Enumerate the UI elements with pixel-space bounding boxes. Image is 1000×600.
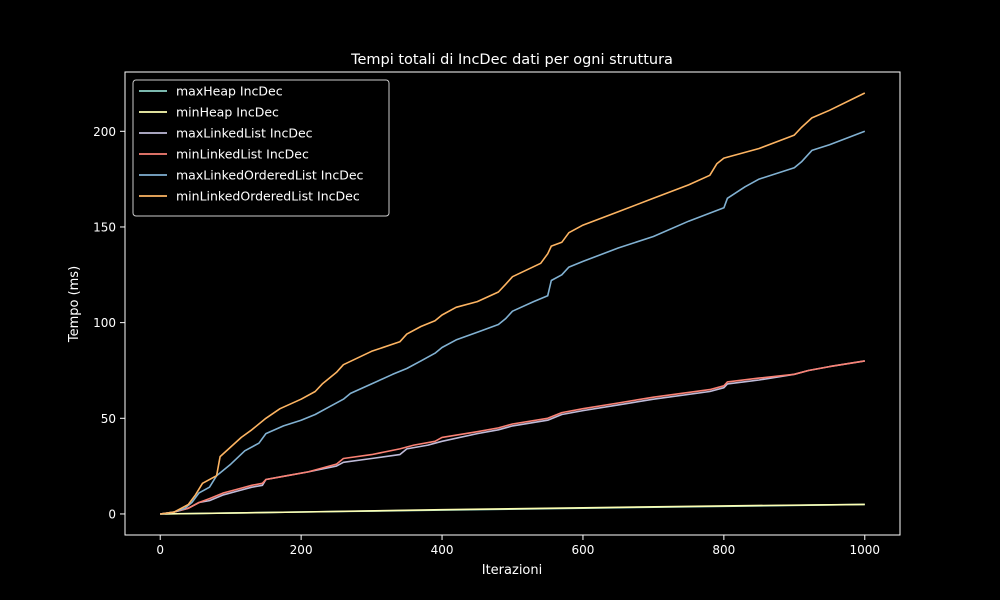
chart-title: Tempi totali di IncDec dati per ogni str…	[350, 52, 673, 68]
y-tick-label: 0	[108, 507, 116, 521]
series-line-4	[160, 130, 866, 515]
legend-entry-3: minLinkedList IncDec	[176, 147, 309, 162]
x-axis: 0 200 400 600 800 1000	[156, 535, 880, 557]
y-tick-label: 200	[93, 125, 116, 139]
series-line-5	[160, 92, 866, 515]
x-tick-label: 0	[156, 543, 164, 557]
x-tick-label: 600	[572, 543, 595, 557]
series-line-3	[160, 360, 865, 515]
legend: maxHeap IncDec minHeap IncDec maxLinkedLis…	[132, 79, 390, 217]
legend-entry-4: maxLinkedOrderedList IncDec	[176, 168, 364, 183]
y-tick-label: 50	[101, 412, 116, 426]
series-line-1	[160, 503, 865, 515]
x-axis-label: Iterazioni	[482, 563, 542, 578]
legend-entry-5: minLinkedOrderedList IncDec	[176, 189, 360, 204]
legend-box	[132, 79, 390, 217]
y-tick-label: 100	[93, 316, 116, 330]
x-tick-label: 1000	[849, 543, 880, 557]
legend-entry-1: minHeap IncDec	[176, 105, 279, 120]
y-axis-label: Tempo (ms)	[67, 266, 82, 343]
y-axis: 0 50 100 150 200	[93, 125, 125, 521]
y-tick-label: 150	[93, 220, 116, 234]
x-tick-label: 200	[290, 543, 313, 557]
x-tick-label: 400	[431, 543, 454, 557]
x-tick-label: 800	[712, 543, 735, 557]
legend-entry-0: maxHeap IncDec	[176, 84, 283, 99]
legend-entry-2: maxLinkedList IncDec	[176, 126, 313, 141]
plot-frame	[124, 71, 901, 536]
series-line-2	[160, 360, 865, 515]
